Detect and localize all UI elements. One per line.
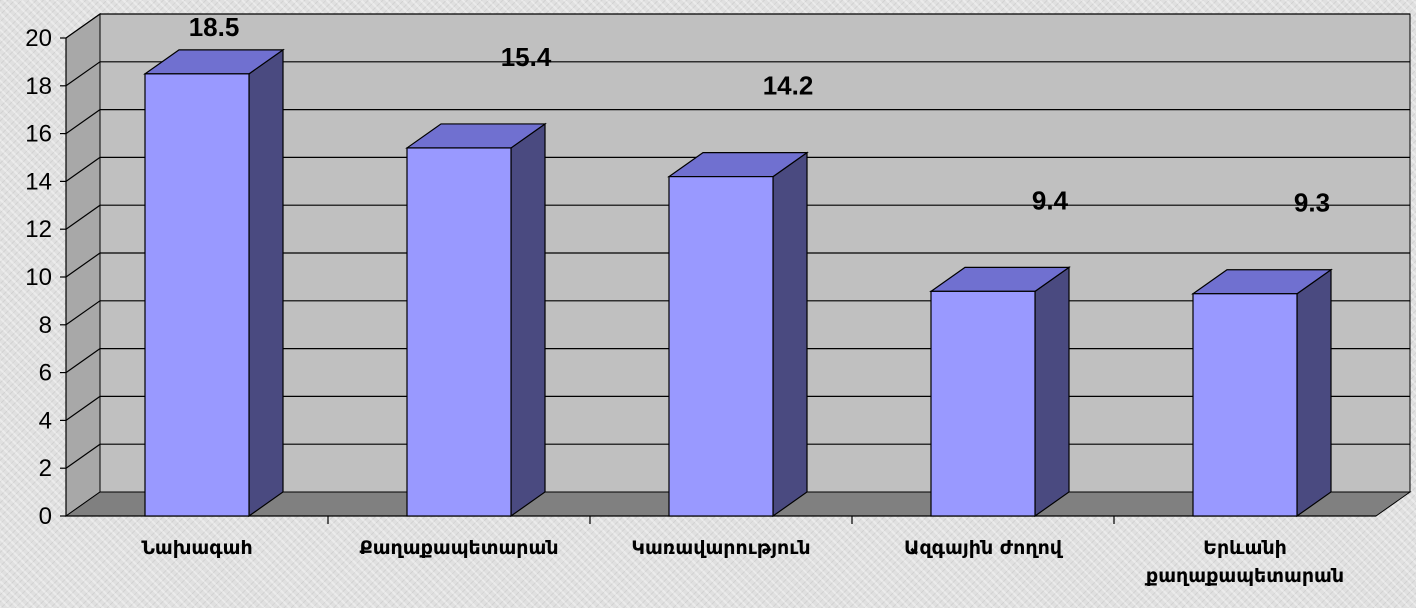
data-label: 18.5 [189, 12, 240, 42]
y-tick-label: 16 [25, 121, 52, 148]
y-tick-label: 4 [39, 407, 52, 434]
y-tick-label: 2 [39, 455, 52, 482]
data-label: 15.4 [501, 42, 552, 72]
data-label: 14.2 [763, 71, 814, 101]
y-tick-label: 12 [25, 216, 52, 243]
gridline [65, 252, 1410, 278]
x-tick-label: Նախագահ [141, 537, 252, 559]
bar [1192, 293, 1298, 517]
data-label: 9.3 [1294, 188, 1330, 218]
x-tick-label: Կառավարություն [631, 537, 810, 559]
x-tick-label: Երևանի [1203, 537, 1287, 559]
y-tick-label: 10 [25, 264, 52, 291]
gridline [65, 13, 1410, 39]
y-tick-label: 14 [25, 168, 52, 195]
x-tick-label: Ազգային ժողով [904, 537, 1064, 559]
gridline [65, 204, 1410, 230]
bar [668, 176, 774, 517]
bar-side [248, 48, 284, 518]
bar [144, 73, 250, 517]
bar-side [1034, 266, 1070, 518]
bar-side [510, 122, 546, 518]
gridline [65, 156, 1410, 182]
bar-side [1296, 268, 1332, 518]
data-label: 9.4 [1032, 185, 1069, 215]
bar [930, 290, 1036, 517]
x-tick-label: Քաղաքապետարան [359, 537, 558, 559]
y-tick-label: 18 [25, 73, 52, 100]
bar-side [772, 151, 808, 518]
bar [406, 147, 512, 517]
y-tick-label: 0 [39, 503, 52, 530]
gridline [65, 61, 1410, 87]
x-tick-label: քաղաքապետարան [1144, 565, 1344, 587]
y-tick-label: 8 [39, 312, 52, 339]
y-tick-label: 20 [25, 25, 52, 52]
gridline [65, 108, 1410, 135]
y-tick-label: 6 [39, 360, 52, 387]
